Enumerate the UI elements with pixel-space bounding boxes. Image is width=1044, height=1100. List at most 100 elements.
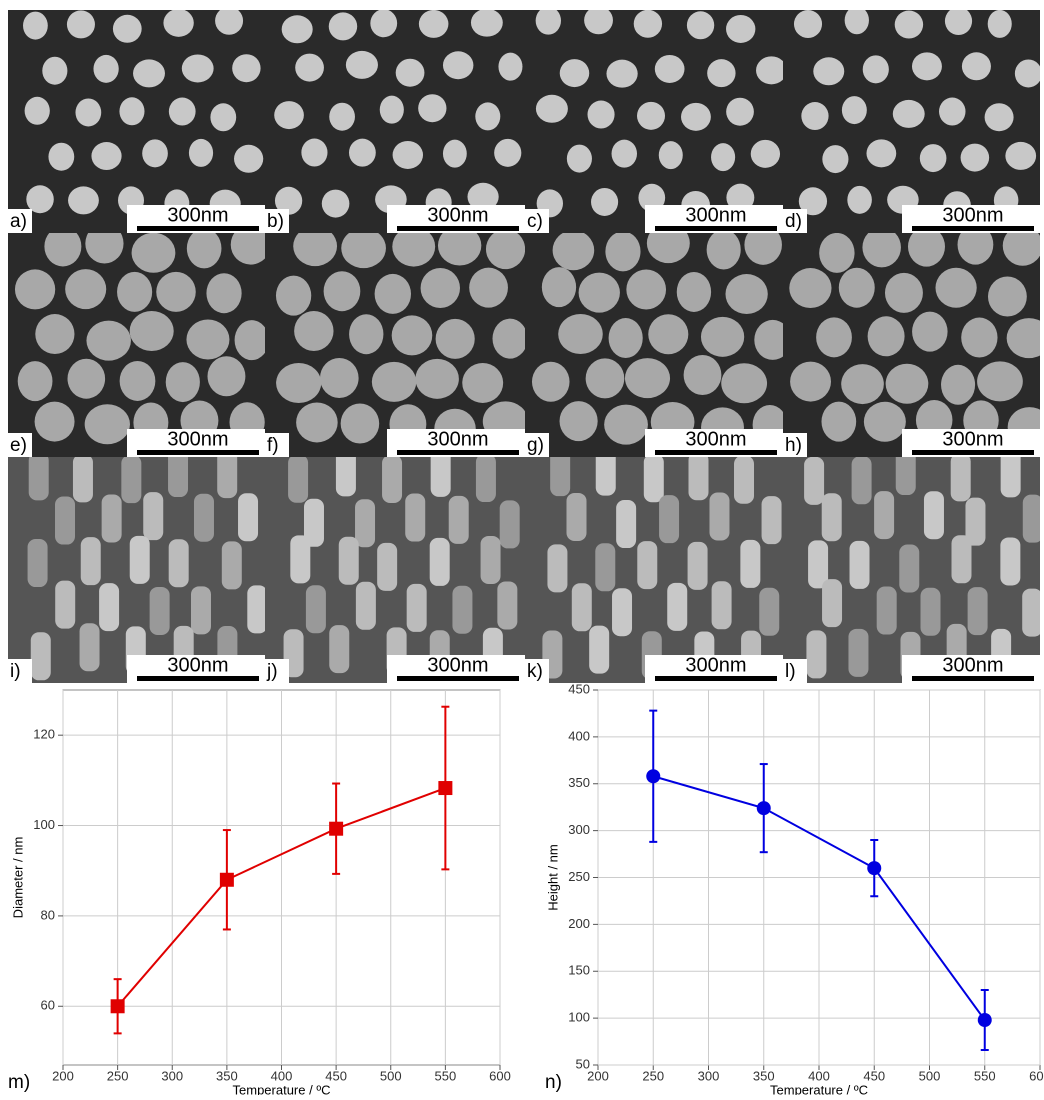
nanodot <box>65 269 106 309</box>
nanodot <box>553 230 595 270</box>
nanorod <box>877 587 897 635</box>
nanodot <box>625 358 670 398</box>
nanodot <box>567 145 592 173</box>
nanodot <box>609 318 643 358</box>
scale-bar <box>137 676 259 681</box>
nanodot <box>296 402 338 442</box>
nanorod <box>921 588 941 636</box>
sem-image: l)300nm <box>783 447 1043 683</box>
nanodot <box>655 55 685 83</box>
nanorod <box>659 495 679 543</box>
nanodot <box>707 230 741 270</box>
nanodot <box>341 228 386 268</box>
panel-label: f) <box>267 435 279 456</box>
nanodot <box>988 277 1027 317</box>
nanorod <box>130 536 150 584</box>
sem-image: j)300nm <box>265 448 525 683</box>
nanodot <box>586 358 625 398</box>
nanodot <box>380 96 404 124</box>
nanorod <box>734 456 754 504</box>
nanodot <box>341 403 380 443</box>
nanodot <box>606 60 637 88</box>
nanorod <box>150 587 170 635</box>
nanodot <box>419 10 449 38</box>
nanodot <box>15 269 55 309</box>
nanodot <box>113 15 142 43</box>
sem-image: c)300nm <box>525 6 787 233</box>
nanodot <box>612 140 637 168</box>
sem-image: g)300nm <box>525 223 791 457</box>
nanodot <box>349 314 383 354</box>
x-axis-label: Temperature / ºC <box>770 1082 868 1095</box>
nanodot <box>847 186 872 214</box>
nanodot <box>864 402 906 442</box>
nanodot <box>436 319 475 359</box>
nanorod <box>55 581 75 629</box>
nanodot <box>75 98 101 126</box>
nanodot <box>579 273 620 313</box>
marker <box>329 822 343 836</box>
nanodot <box>532 362 570 402</box>
nanodot <box>282 15 313 43</box>
nanodot <box>962 52 991 80</box>
nanodot <box>687 11 714 39</box>
nanorod <box>356 582 376 630</box>
y-tick-label: 150 <box>568 963 590 978</box>
scale-bar <box>912 226 1034 231</box>
scale-bar-label: 300nm <box>942 428 1003 450</box>
nanodot <box>215 7 243 35</box>
nanorod <box>73 454 93 502</box>
marker <box>646 769 660 783</box>
nanodot <box>130 311 174 351</box>
nanodot <box>941 365 975 405</box>
scale-bar <box>655 226 777 231</box>
nanorod <box>709 492 729 540</box>
nanodot <box>895 11 923 39</box>
nanodot <box>396 59 425 87</box>
nanodot <box>560 59 589 87</box>
y-tick-label: 350 <box>568 775 590 790</box>
nanodot <box>295 54 324 82</box>
x-tick-label: 350 <box>216 1068 238 1083</box>
nanorod <box>222 541 242 589</box>
nanorod <box>102 495 122 543</box>
nanodot <box>985 103 1014 131</box>
nanodot <box>801 102 828 130</box>
nanodot <box>169 98 196 126</box>
nanorod <box>968 587 988 635</box>
marker <box>111 999 125 1013</box>
nanorod <box>99 583 119 631</box>
panel-label: e) <box>10 435 27 456</box>
nanorod <box>191 586 211 634</box>
nanorod <box>924 491 944 539</box>
nanorod <box>481 536 501 584</box>
nanodot <box>189 139 213 167</box>
nanodot <box>498 53 522 81</box>
nanorod <box>290 535 310 583</box>
nanodot <box>443 140 467 168</box>
nanorod <box>405 494 425 542</box>
nanodot <box>35 314 74 354</box>
nanodot <box>346 51 378 79</box>
nanodot <box>648 314 688 354</box>
nanodot <box>961 318 997 358</box>
nanorod <box>850 541 870 589</box>
nanodot <box>841 364 884 404</box>
nanodot <box>536 95 568 123</box>
nanodot <box>886 364 929 404</box>
nanodot <box>536 7 561 35</box>
scale-bar <box>137 450 259 455</box>
nanodot <box>207 356 245 396</box>
nanodot <box>392 315 433 355</box>
nanorod <box>407 584 427 632</box>
sem-image: a)300nm <box>8 7 265 233</box>
y-tick-label: 200 <box>568 916 590 931</box>
nanodot <box>182 54 214 82</box>
nanodot <box>163 9 193 37</box>
x-tick-label: 450 <box>325 1068 347 1083</box>
nanorod <box>55 497 75 545</box>
nanodot <box>117 272 152 312</box>
nanodot <box>349 139 376 167</box>
nanorod <box>29 452 49 500</box>
x-tick-label: 200 <box>52 1068 74 1083</box>
